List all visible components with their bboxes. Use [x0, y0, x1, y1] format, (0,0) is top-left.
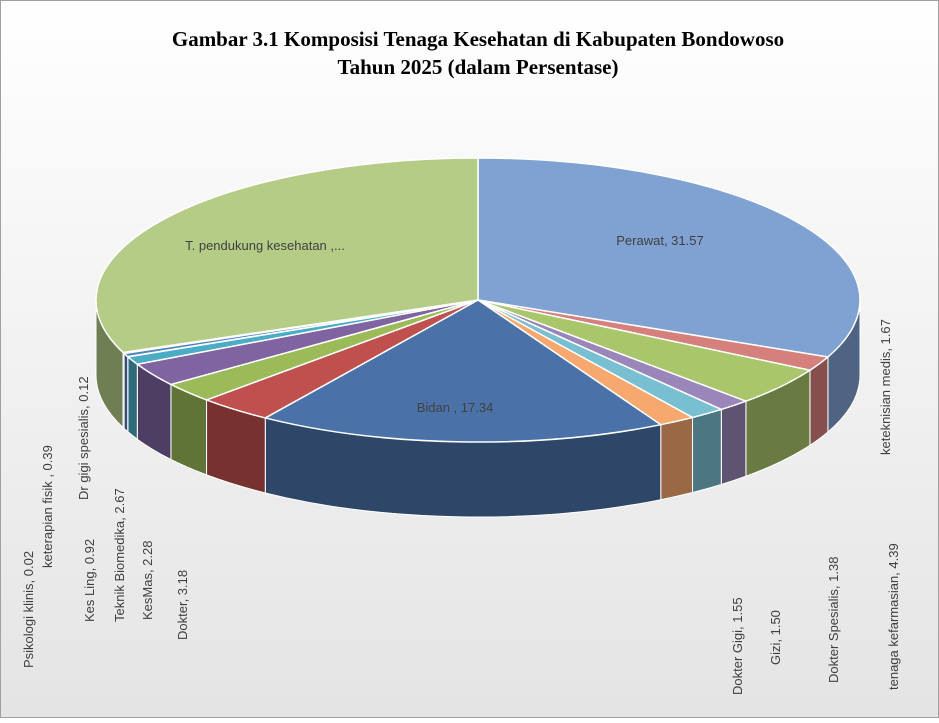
data-label: Dokter, 3.18 [175, 570, 190, 640]
data-label: Perawat, 31.57 [616, 233, 703, 248]
data-label: Teknik Biomedika, 2.67 [112, 488, 127, 622]
data-label: Bidan , 17.34 [417, 400, 494, 415]
slice-side [124, 353, 128, 431]
data-label: Dr gigi spesialis, 0.12 [76, 376, 91, 500]
data-label: T. pendukung kesehatan ,... [185, 238, 345, 253]
data-label: Kes Ling, 0.92 [82, 539, 97, 622]
data-label: Dokter Spesialis, 1.38 [826, 557, 841, 683]
data-label: tenaga kefarmasian, 4.39 [886, 543, 901, 690]
data-label: Psikologi klinis, 0.02 [21, 551, 36, 668]
slice-side [693, 409, 722, 492]
chart-title: Tahun 2025 (dalam Persentase) [338, 55, 619, 79]
slice-side [128, 357, 137, 439]
chart-title: Gambar 3.1 Komposisi Tenaga Kesehatan di… [172, 27, 784, 51]
data-label: keterapian fisik , 0.39 [40, 445, 55, 568]
slice-side [810, 357, 828, 445]
data-label: keteknisian medis, 1.67 [878, 319, 893, 455]
data-label: KesMas, 2.28 [140, 541, 155, 621]
data-label: Dokter Gigi, 1.55 [730, 597, 745, 695]
data-label: Gizi, 1.50 [768, 610, 783, 665]
slice-side [721, 401, 746, 484]
slice-side [661, 417, 693, 499]
